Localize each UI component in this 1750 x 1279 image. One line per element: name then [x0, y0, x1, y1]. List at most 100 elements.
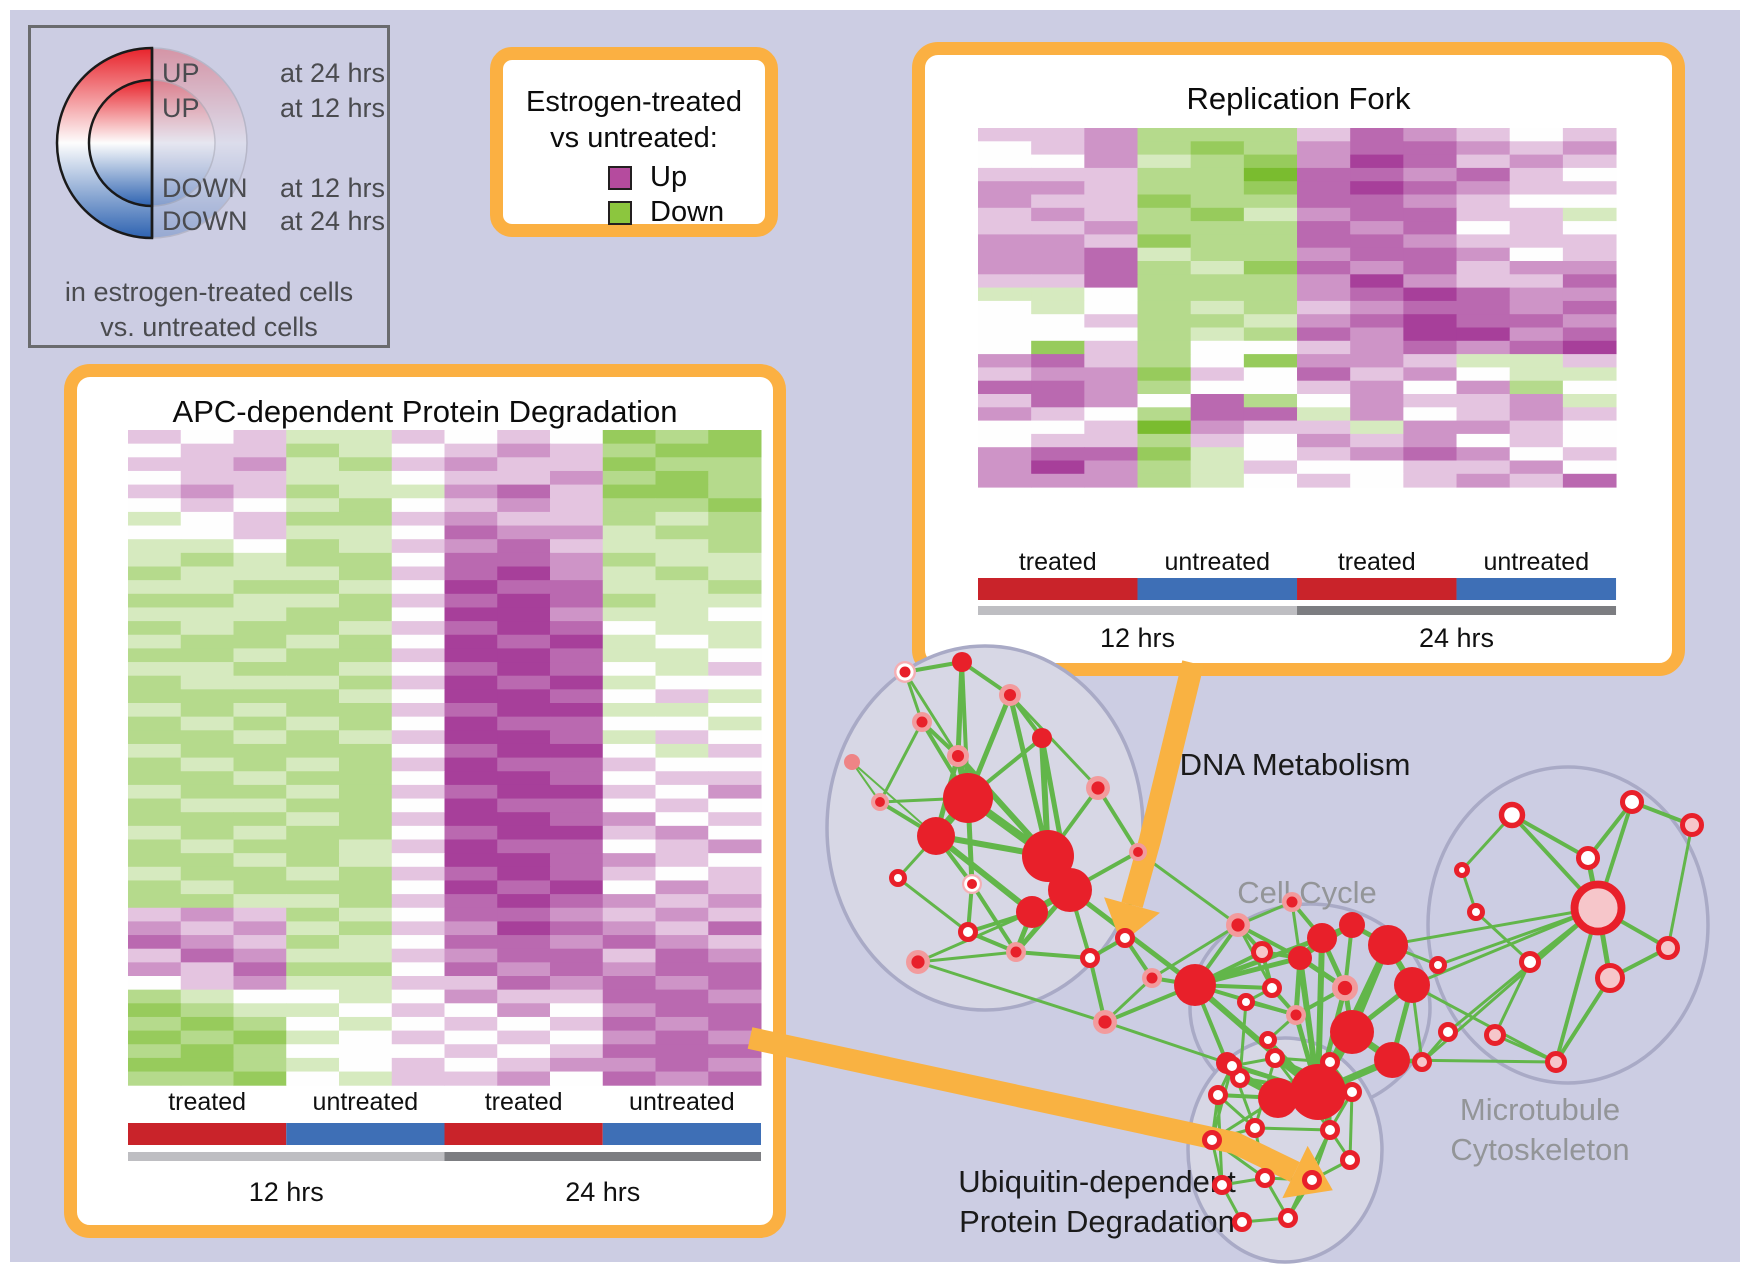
- network-node: [1237, 993, 1255, 1011]
- network-node: [1048, 868, 1092, 912]
- apc-degradation-title: APC-dependent Protein Degradation: [172, 394, 678, 429]
- network-node: [1519, 951, 1541, 973]
- network-node: [962, 874, 982, 894]
- network-node: [1320, 1120, 1340, 1140]
- legend-up-24-time: at 24 hrs: [279, 58, 385, 88]
- time-label: 24 hrs: [565, 1177, 640, 1207]
- legend-caption-line1: in estrogen-treated cells: [64, 277, 354, 307]
- time-label: 12 hrs: [249, 1177, 324, 1207]
- legend-up-12-word: UP: [162, 93, 200, 123]
- legend-up-12-time: at 12 hrs: [279, 93, 385, 123]
- network-node: [1575, 845, 1601, 871]
- network-node: [999, 684, 1021, 706]
- cluster-label: Cytoskeleton: [1450, 1132, 1629, 1167]
- group-label: untreated: [1483, 548, 1589, 576]
- apc-degradation-heatmap: treated untreated treated untreated 12 hrs 24…: [128, 430, 762, 1207]
- network-node: [1374, 1042, 1410, 1078]
- network-node: [889, 869, 907, 887]
- legend-down-12-word: DOWN: [162, 173, 248, 203]
- network-node: [1278, 1208, 1298, 1228]
- network-node: [1265, 1048, 1285, 1068]
- heatmap-grid: [128, 430, 762, 1086]
- network-node: [1656, 936, 1680, 960]
- bar-24hrs: [444, 1152, 761, 1161]
- network-node: [1232, 1212, 1252, 1232]
- network-node: [1498, 801, 1526, 829]
- arrow-stem: [1121, 660, 1204, 908]
- network-node: [1302, 1170, 1322, 1190]
- legend-up-24-word: UP: [162, 58, 200, 88]
- network-node: [1262, 978, 1282, 998]
- network-node: [1212, 1175, 1232, 1195]
- network-node: [1320, 1052, 1340, 1072]
- time-label: 12 hrs: [1100, 623, 1175, 653]
- up-color-swatch: [608, 166, 632, 190]
- group-label: treated: [1019, 548, 1097, 576]
- network-node: [1174, 964, 1216, 1006]
- group-label: treated: [1338, 548, 1416, 576]
- cluster-label: Microtubule: [1460, 1092, 1620, 1127]
- time-label: 24 hrs: [1419, 623, 1494, 653]
- network-node: [1251, 941, 1273, 963]
- network-node: [1208, 1085, 1228, 1105]
- treated-bar: [128, 1123, 287, 1145]
- network-node: [1339, 912, 1365, 938]
- cluster-label: Protein Degradation: [959, 1204, 1235, 1239]
- network-node: [1545, 1051, 1567, 1073]
- legend-down-24-word: DOWN: [162, 206, 248, 236]
- network-node: [958, 922, 978, 942]
- network-node: [1222, 1056, 1242, 1076]
- untreated-bar: [286, 1123, 445, 1145]
- network-node: [1286, 1005, 1306, 1025]
- network-node: [1394, 967, 1430, 1003]
- up-label: Up: [650, 161, 688, 193]
- down-label: Down: [650, 196, 725, 228]
- network-node: [1467, 903, 1485, 921]
- updown-legend-title-line1: Estrogen-treated: [525, 86, 742, 118]
- network-node: [952, 652, 972, 672]
- network-node: [1340, 1150, 1360, 1170]
- network-node: [1282, 892, 1302, 912]
- network-node: [1342, 1082, 1362, 1102]
- network-node: [1022, 830, 1074, 882]
- network-node: [1032, 728, 1052, 748]
- network-node: [1086, 776, 1110, 800]
- cluster-microtubule: [1426, 765, 1710, 1085]
- bar-12hrs: [128, 1152, 445, 1161]
- network-node: [871, 793, 889, 811]
- network-node: [1290, 1064, 1346, 1120]
- network-node: [1202, 1130, 1222, 1150]
- updown-legend-title-line2: vs untreated:: [550, 122, 718, 154]
- network-node: [1006, 942, 1026, 962]
- network-node: [1454, 862, 1470, 878]
- updown-legend-box: Estrogen-treated vs untreated: Up Down: [490, 47, 778, 237]
- network-node: [1093, 1010, 1117, 1034]
- network-node: [894, 661, 916, 683]
- untreated-bar: [1456, 578, 1617, 600]
- network-node: [912, 712, 932, 732]
- network-node: [1595, 963, 1625, 993]
- replication-fork-title: Replication Fork: [1186, 81, 1411, 116]
- network-node: [1245, 1118, 1265, 1138]
- network-node: [1330, 1010, 1374, 1054]
- group-label: treated: [168, 1088, 246, 1116]
- network-node: [1142, 968, 1162, 988]
- network-node: [844, 754, 860, 770]
- network-node: [1619, 789, 1645, 815]
- network-node: [1258, 1078, 1298, 1118]
- cluster-label: Cell Cycle: [1237, 875, 1377, 910]
- network-node: [1115, 928, 1135, 948]
- down-color-swatch: [608, 201, 632, 225]
- bar-24hrs: [1297, 606, 1617, 615]
- network-node: [1484, 1024, 1506, 1046]
- network-node: [1080, 948, 1100, 968]
- group-label: untreated: [313, 1088, 419, 1116]
- group-label: treated: [485, 1088, 563, 1116]
- network-node: [1412, 1052, 1432, 1072]
- network-node: [917, 817, 955, 855]
- untreated-bar: [1137, 578, 1298, 600]
- cluster-label: Ubiquitin-dependent: [958, 1164, 1236, 1199]
- network-node: [1016, 896, 1048, 928]
- network-node: [1255, 1168, 1275, 1188]
